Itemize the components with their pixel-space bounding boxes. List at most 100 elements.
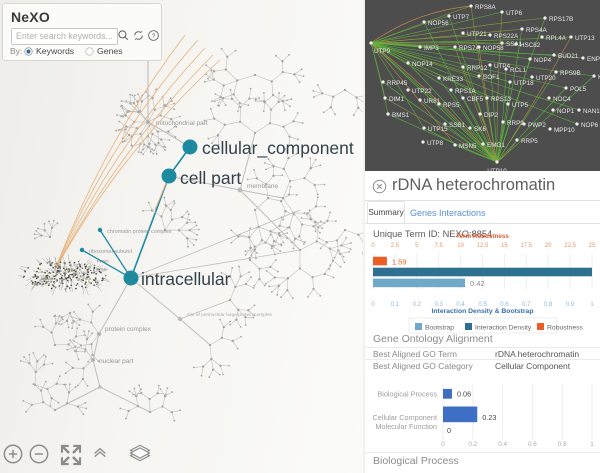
svg-text:?: ? (152, 34, 156, 40)
svg-text:0.9: 0.9 (566, 302, 575, 308)
svg-text:MPP10: MPP10 (554, 127, 575, 134)
svg-text:DIP2: DIP2 (484, 112, 498, 119)
svg-text:SSB1: SSB1 (449, 122, 466, 129)
svg-text:UTP8: UTP8 (427, 140, 444, 147)
svg-text:NAN1: NAN1 (583, 108, 600, 115)
svg-text:membrane: membrane (247, 183, 278, 190)
svg-text:RPS22A: RPS22A (494, 33, 519, 40)
svg-text:RPS17B: RPS17B (549, 16, 573, 23)
svg-text:0.2: 0.2 (413, 302, 422, 308)
svg-text:NOP4: NOP4 (534, 57, 552, 64)
svg-text:1.59: 1.59 (392, 258, 407, 267)
svg-text:SK6: SK6 (474, 126, 486, 133)
svg-text:UTP13: UTP13 (575, 35, 595, 42)
svg-text:EBHC: EBHC (32, 281, 43, 286)
svg-text:0.42: 0.42 (470, 279, 485, 288)
svg-text:Biological Process: Biological Process (377, 390, 437, 399)
svg-text:Robustness: Robustness (547, 325, 583, 332)
svg-text:10: 10 (457, 243, 464, 249)
svg-text:UTP6: UTP6 (506, 10, 523, 17)
svg-text:POL5: POL5 (570, 86, 587, 93)
svg-text:0.8: 0.8 (544, 302, 553, 308)
svg-text:ZWD5: ZWD5 (64, 268, 76, 273)
svg-text:0.4: 0.4 (498, 441, 507, 448)
svg-text:17.5: 17.5 (520, 243, 532, 249)
svg-text:25: 25 (589, 243, 596, 249)
svg-text:0.6: 0.6 (528, 441, 537, 448)
svg-text:mitochondrial part: mitochondrial part (156, 120, 208, 127)
svg-text:NOC4: NOC4 (553, 96, 571, 103)
svg-text:UTP18: UTP18 (514, 80, 534, 87)
svg-text:12.5: 12.5 (477, 243, 489, 249)
svg-text:RPL4A: RPL4A (546, 35, 567, 42)
svg-text:0.23: 0.23 (482, 413, 496, 422)
svg-text:0: 0 (447, 426, 451, 435)
svg-text:UTP22: UTP22 (412, 88, 432, 95)
svg-text:BUD21: BUD21 (558, 53, 579, 60)
svg-text:EMG1: EMG1 (487, 142, 505, 149)
svg-text:1: 1 (590, 441, 594, 448)
svg-text:0: 0 (371, 243, 375, 249)
svg-text:ribosomal subunit: ribosomal subunit (89, 249, 133, 255)
svg-text:cellular_component: cellular_component (202, 138, 354, 159)
svg-text:NOP58: NOP58 (483, 45, 504, 52)
svg-text:KRE33: KRE33 (443, 76, 463, 83)
svg-text:15: 15 (501, 243, 508, 249)
svg-text:LYSN: LYSN (96, 266, 106, 271)
svg-text:20: 20 (545, 243, 552, 249)
svg-text:RPS7A: RPS7A (459, 45, 480, 52)
svg-text:RRP45: RRP45 (387, 80, 408, 87)
svg-text:RPS4A: RPS4A (526, 27, 547, 34)
svg-text:ENP1: ENP1 (587, 56, 600, 63)
svg-text:PWP2: PWP2 (528, 122, 546, 129)
svg-text:7QT2: 7QT2 (45, 280, 56, 285)
svg-text:UTP5: UTP5 (512, 102, 529, 109)
svg-text:0.06: 0.06 (457, 390, 471, 399)
svg-text:HSC82: HSC82 (520, 42, 541, 49)
svg-text:NOP6: NOP6 (581, 122, 599, 129)
svg-text:RPS1A: RPS1A (455, 88, 476, 95)
svg-text:5: 5 (415, 243, 419, 249)
svg-text:UTP7: UTP7 (453, 14, 470, 21)
svg-text:7.5: 7.5 (435, 243, 444, 249)
svg-text:UTP4: UTP4 (494, 63, 511, 70)
svg-text:RPS13: RPS13 (491, 96, 511, 103)
svg-text:nuclear part: nuclear part (99, 358, 134, 365)
svg-text:chromatin protein complex: chromatin protein complex (107, 229, 172, 235)
svg-text:MSN5: MSN5 (459, 143, 477, 150)
svg-text:UTP20: UTP20 (536, 75, 556, 82)
svg-text:RCL1: RCL1 (510, 67, 527, 74)
svg-text:0: 0 (371, 302, 375, 308)
svg-text:Molecular Function: Molecular Function (375, 422, 437, 431)
svg-text:RPS5: RPS5 (443, 102, 460, 109)
svg-text:DIM1: DIM1 (389, 96, 405, 103)
svg-text:RRP9: RRP9 (507, 120, 524, 127)
svg-text:FW9O: FW9O (97, 258, 109, 263)
svg-text:intracellular: intracellular (141, 269, 231, 289)
svg-text:Bootstrap: Bootstrap (425, 325, 454, 332)
svg-text:NOP1: NOP1 (557, 108, 575, 115)
svg-text:RRP12: RRP12 (467, 65, 488, 72)
svg-text:SOF1: SOF1 (483, 74, 500, 81)
svg-text:0.1: 0.1 (391, 302, 400, 308)
svg-text:Interaction Density: Interaction Density (475, 325, 532, 332)
svg-text:X2HB: X2HB (78, 276, 89, 281)
svg-text:UTP9: UTP9 (374, 48, 391, 55)
svg-text:Cellular Component: Cellular Component (373, 413, 438, 422)
svg-text:0.8: 0.8 (558, 441, 567, 448)
svg-text:CBF5: CBF5 (467, 96, 484, 103)
svg-text:RRP5: RRP5 (521, 138, 538, 145)
svg-text:0.2: 0.2 (468, 441, 477, 448)
svg-text:NOP56: NOP56 (428, 20, 449, 27)
svg-text:1: 1 (590, 302, 594, 308)
svg-text:site of perinuclear large prot: site of perinuclear large protein comple… (187, 312, 273, 318)
svg-text:Y9N1: Y9N1 (78, 270, 89, 275)
svg-text:0: 0 (441, 441, 445, 448)
svg-text:protein complex: protein complex (105, 326, 152, 333)
svg-text:IMP3: IMP3 (424, 45, 439, 52)
svg-text:RPS9B: RPS9B (560, 70, 581, 77)
svg-text:22.5: 22.5 (564, 243, 576, 249)
svg-text:BMS1: BMS1 (392, 112, 410, 119)
svg-text:Term Robustness: Term Robustness (456, 233, 509, 240)
svg-text:UTP15: UTP15 (428, 126, 448, 133)
